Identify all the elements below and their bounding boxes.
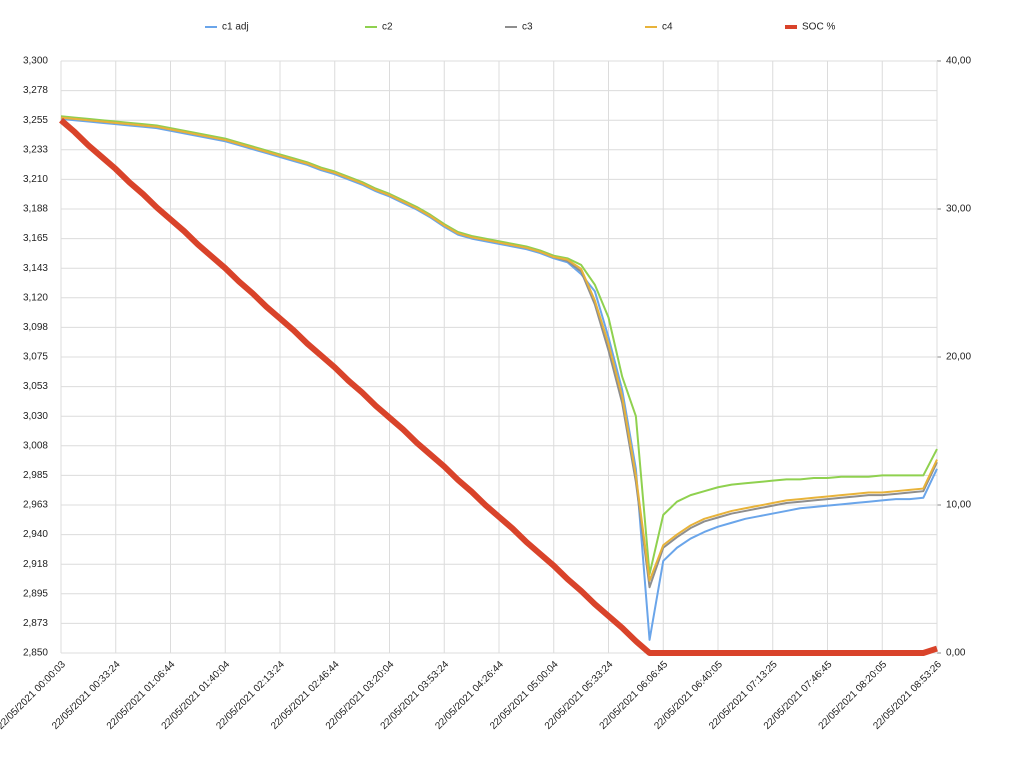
legend-label: c2 xyxy=(382,22,393,33)
series-line xyxy=(60,117,938,641)
y-tick-label: 2,940 xyxy=(23,529,48,540)
series-line xyxy=(60,116,938,582)
y-tick-label: 3,008 xyxy=(23,440,48,451)
y-tick-label: 3,165 xyxy=(23,233,48,244)
y-tick-label: 2,985 xyxy=(23,470,48,481)
y-tick-label: 2,850 xyxy=(23,648,48,659)
y2-tick-label: 10,00 xyxy=(946,500,971,511)
y-tick-label: 2,918 xyxy=(23,559,48,570)
legend-label: SOC % xyxy=(802,22,835,33)
legend-label: c1 adj xyxy=(222,22,249,33)
y-tick-label: 2,963 xyxy=(23,500,48,511)
y-tick-label: 2,873 xyxy=(23,618,48,629)
y-tick-label: 3,233 xyxy=(23,144,48,155)
y-tick-label: 3,030 xyxy=(23,411,48,422)
y2-tick-label: 30,00 xyxy=(946,204,971,215)
y-tick-label: 3,278 xyxy=(23,85,48,96)
y-tick-label: 3,143 xyxy=(23,263,48,274)
y-tick-label: 2,895 xyxy=(23,588,48,599)
y2-tick-label: 20,00 xyxy=(946,352,971,363)
y-tick-label: 3,120 xyxy=(23,292,48,303)
y2-tick-label: 0,00 xyxy=(946,648,966,659)
y-tick-label: 3,098 xyxy=(23,322,48,333)
y-tick-label: 3,075 xyxy=(23,352,48,363)
series-line xyxy=(60,115,938,576)
y-tick-label: 3,300 xyxy=(23,56,48,67)
y-tick-label: 3,210 xyxy=(23,174,48,185)
y-tick-label: 3,053 xyxy=(23,381,48,392)
y2-tick-label: 40,00 xyxy=(946,56,971,67)
y-tick-label: 3,255 xyxy=(23,115,48,126)
legend-label: c4 xyxy=(662,22,673,33)
legend-label: c3 xyxy=(522,22,533,33)
y-tick-label: 3,188 xyxy=(23,204,48,215)
series-line xyxy=(59,117,938,656)
